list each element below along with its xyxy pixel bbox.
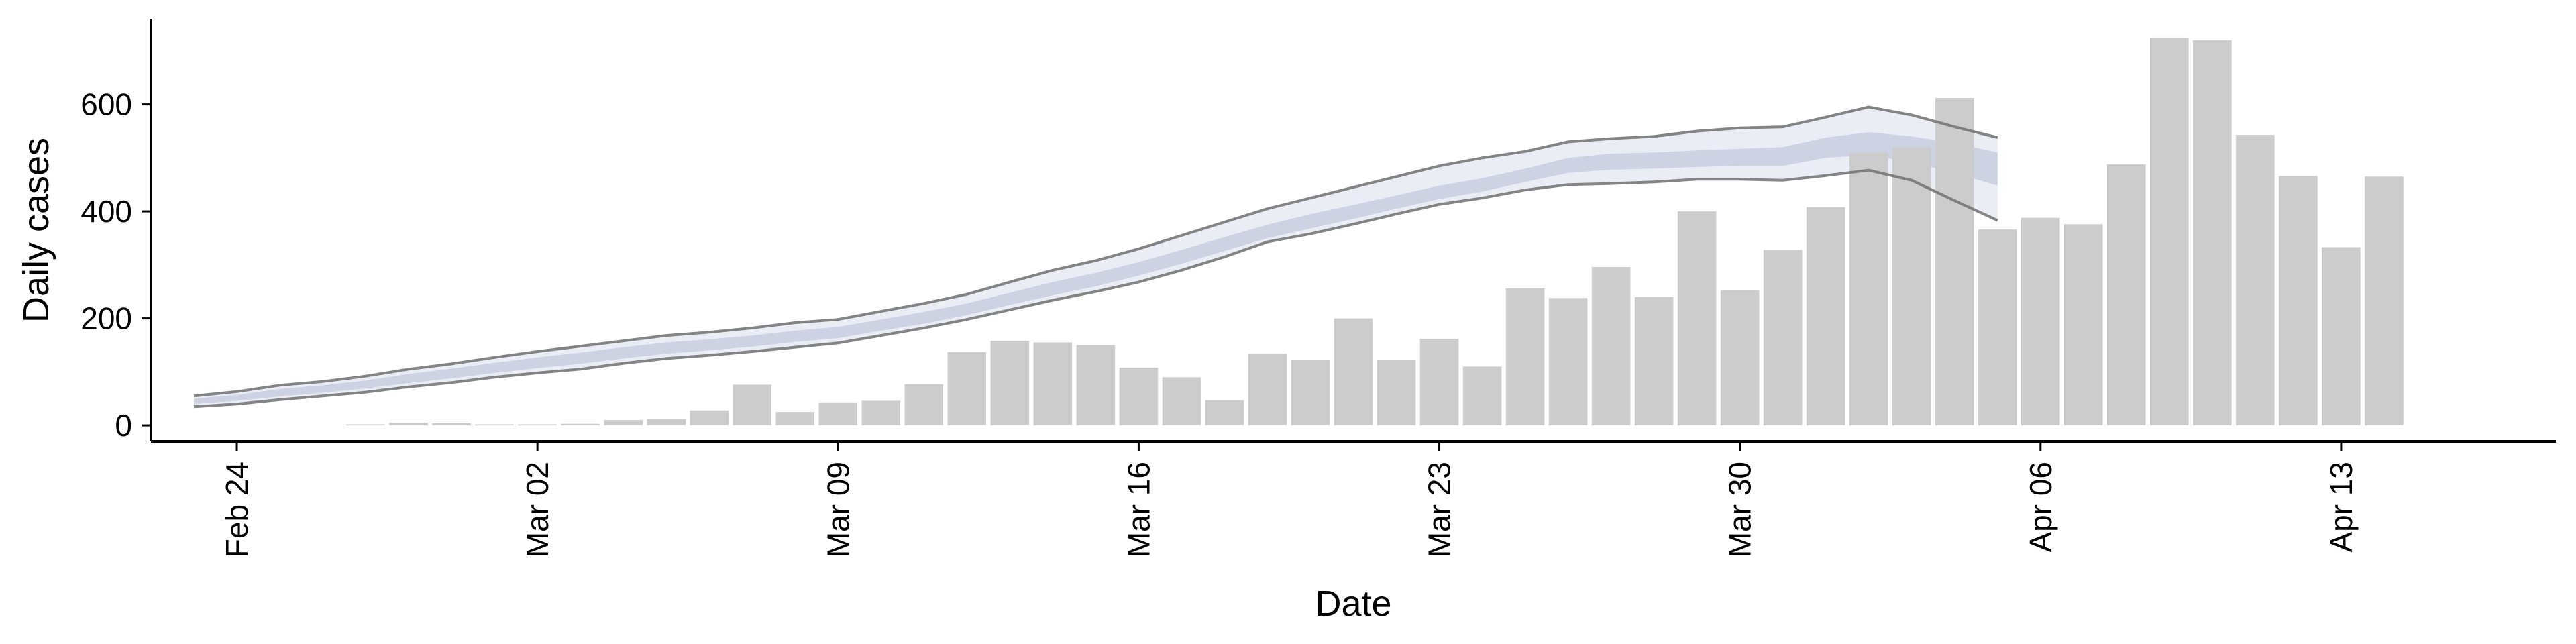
bar (1935, 98, 1974, 426)
upper-bound-line (193, 105, 1998, 398)
y-tick-label: 600 (80, 87, 132, 122)
bar (604, 420, 643, 426)
bar (1377, 359, 1416, 426)
bar (1591, 267, 1631, 426)
bar (1248, 354, 1287, 426)
lower-bound-line (193, 168, 1998, 409)
bar (1978, 229, 2017, 426)
outer-estimate-band (194, 107, 1998, 407)
inner-estimate-band (194, 132, 1998, 405)
x-tick-label: Feb 24 (219, 462, 254, 557)
bar (1806, 207, 1845, 426)
bar (1334, 318, 1373, 426)
x-axis-title: Date (1315, 584, 1391, 624)
bar (1677, 211, 1717, 426)
bar (818, 402, 858, 426)
bar (647, 419, 686, 426)
bar (904, 384, 944, 426)
bar (1763, 250, 1803, 426)
bar (733, 384, 772, 426)
bar (1162, 377, 1201, 426)
bar (2150, 37, 2189, 426)
x-tick-label: Mar 30 (1723, 462, 1758, 557)
bar (1291, 359, 1330, 426)
bar (1548, 298, 1588, 426)
estimate-band-layer (194, 107, 1998, 407)
bar (1205, 400, 1244, 426)
bar (2064, 224, 2103, 426)
bar (1892, 147, 1931, 426)
bar (2021, 217, 2060, 426)
bar (990, 341, 1030, 426)
bar (432, 423, 471, 426)
bar (1033, 342, 1073, 426)
bar (2236, 135, 2275, 426)
x-tick-label: Mar 09 (820, 462, 855, 557)
bar (475, 424, 514, 426)
bar (690, 410, 729, 426)
bar (561, 423, 600, 426)
y-axis-title: Daily cases (16, 138, 56, 323)
bar (1462, 366, 1502, 426)
bar (2322, 247, 2361, 426)
bar-layer (346, 37, 2404, 426)
x-tick-label: Mar 02 (520, 462, 555, 557)
y-tick-label: 0 (115, 408, 132, 443)
axes: 0 200 400 600 Feb 24 Mar 02 Mar 09 Mar 16 Mar 23… (80, 19, 2556, 557)
bar (775, 412, 815, 426)
bar (1419, 338, 1459, 426)
bar (861, 400, 901, 426)
bar (2279, 176, 2318, 426)
bar (2193, 40, 2232, 426)
bar (1720, 290, 1760, 426)
bar (518, 424, 557, 426)
bar (346, 424, 385, 426)
estimate-line-layer (193, 105, 1998, 409)
bar (1076, 345, 1116, 426)
bar (2107, 164, 2146, 426)
bar (389, 423, 428, 426)
bar (1505, 288, 1545, 426)
x-tick-label: Mar 23 (1422, 462, 1457, 557)
x-tick-label: Apr 13 (2324, 462, 2359, 553)
y-tick-label: 400 (80, 194, 132, 229)
x-tick-label: Apr 06 (2023, 462, 2058, 553)
y-tick-label: 200 (80, 301, 132, 336)
bar (1119, 367, 1159, 426)
bar (2365, 176, 2404, 426)
bar (1634, 297, 1674, 426)
bar (947, 352, 987, 426)
bar (1849, 152, 1888, 426)
x-tick-label: Mar 16 (1121, 462, 1156, 557)
